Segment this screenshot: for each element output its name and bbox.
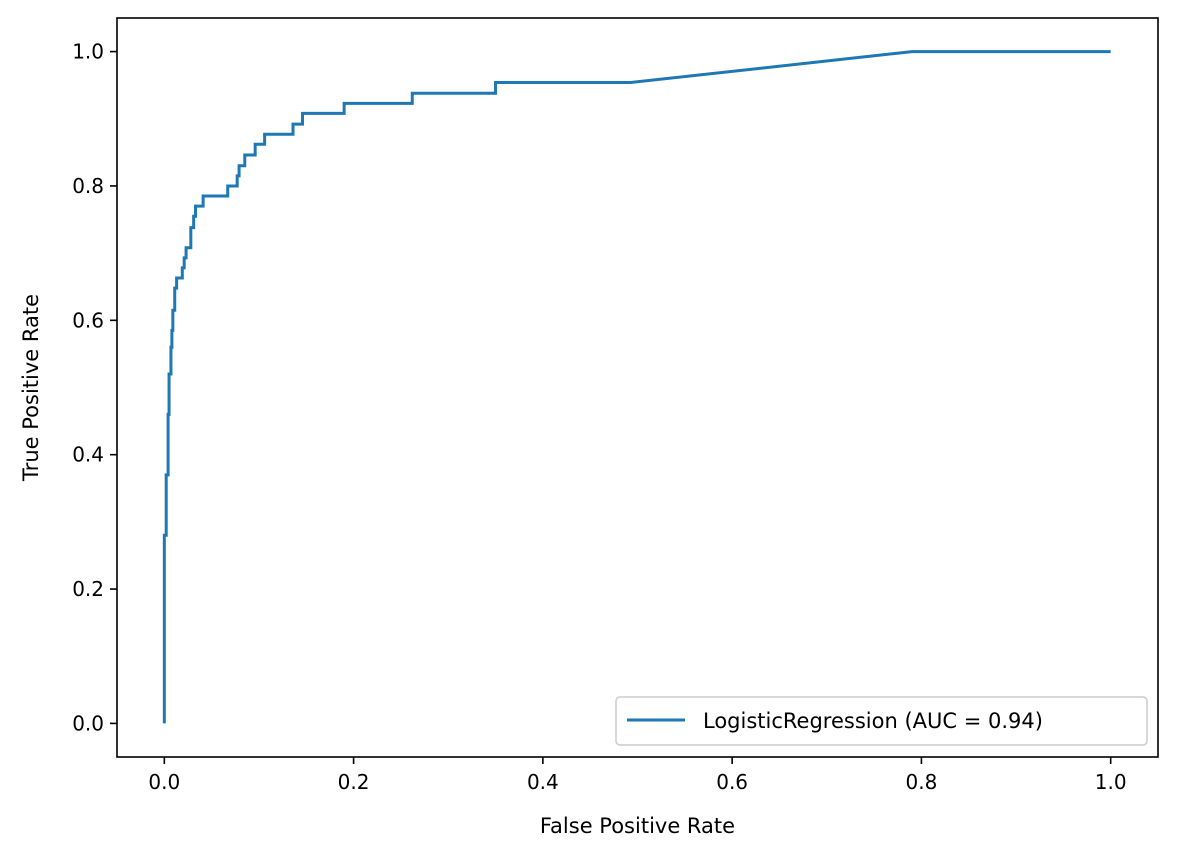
- y-tick-label: 0.0: [72, 711, 104, 735]
- y-tick-label: 1.0: [72, 40, 104, 64]
- x-tick-label: 0.2: [338, 770, 370, 794]
- y-axis-label: True Positive Rate: [19, 294, 43, 482]
- x-tick-label: 0.6: [716, 770, 748, 794]
- y-tick-label: 0.8: [72, 174, 104, 198]
- y-tick-label: 0.4: [72, 443, 104, 467]
- x-tick-label: 0.0: [148, 770, 180, 794]
- legend-box: [615, 696, 1148, 746]
- axes-frame: [116, 17, 1159, 758]
- y-tick-label: 0.6: [72, 308, 104, 332]
- y-tick-label: 0.2: [72, 577, 104, 601]
- roc-curve-line: [162, 50, 1111, 724]
- plot-area: [162, 50, 1111, 724]
- x-tick-label: 1.0: [1095, 770, 1127, 794]
- y-axis-ticks: 0.0 0.2 0.4 0.6 0.8 1.0: [72, 40, 117, 735]
- x-tick-label: 0.4: [527, 770, 559, 794]
- legend-series-label: LogisticRegression (AUC = 0.94): [703, 709, 1043, 733]
- legend: LogisticRegression (AUC = 0.94): [615, 696, 1148, 746]
- x-axis-ticks: 0.0 0.2 0.4 0.6 0.8 1.0: [148, 757, 1127, 794]
- x-tick-label: 0.8: [906, 770, 938, 794]
- x-axis-label: False Positive Rate: [540, 814, 735, 838]
